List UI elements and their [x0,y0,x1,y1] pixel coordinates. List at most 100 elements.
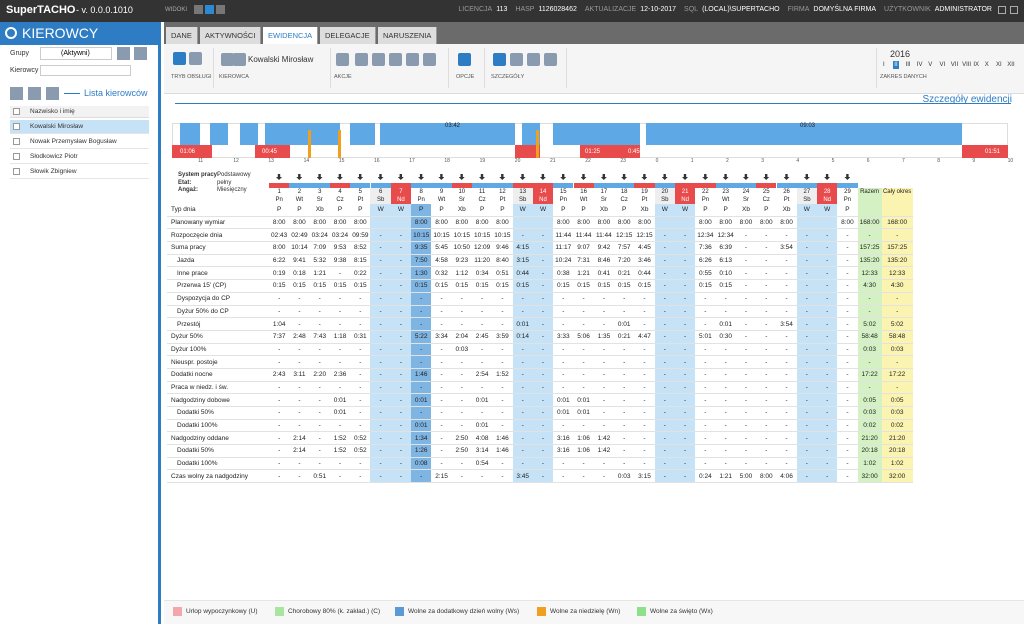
all-cell: 17:22 [881,368,913,382]
weekday: Nd [532,196,554,204]
cell: - [634,305,655,319]
tab[interactable]: EWIDENCJA [263,27,319,44]
cell: - [817,241,838,255]
toolbar-button[interactable] [173,52,186,65]
month[interactable]: XII [1007,62,1015,68]
view-button[interactable] [194,5,203,14]
view-button[interactable] [216,5,225,14]
cell: - [776,228,797,243]
cell: - [553,469,574,484]
cell: - [735,254,757,268]
month[interactable]: III [905,62,911,68]
checkbox[interactable] [13,168,20,175]
tab[interactable]: DANE [166,27,198,44]
checkbox[interactable] [13,123,20,130]
timeline-label: 00:45 [262,149,278,155]
toolbar-button[interactable] [372,53,385,66]
cell: - [350,406,371,420]
toolbar-button[interactable] [458,53,471,66]
checkbox[interactable] [13,138,20,145]
view-button[interactable] [205,5,214,14]
tab[interactable]: NARUSZENIA [378,27,438,44]
day-number: 8 [419,189,423,195]
window-button[interactable] [1010,6,1018,14]
month[interactable]: II [893,61,899,69]
list-button[interactable] [46,87,59,100]
toolbar-button[interactable] [406,53,419,66]
cell: 3:16 [553,444,574,458]
cell: - [674,469,696,484]
cell: - [817,266,838,281]
table-row: Rozpoczęcie dnia 02:43 02:49 03:24 03:24 09:5… [167,228,913,243]
cell: - [370,406,391,420]
cell: - [532,317,554,331]
sidebar-button[interactable] [134,47,147,60]
day-strip [350,183,371,188]
cell: 4:47 [634,330,655,344]
toolbar-button[interactable] [189,52,202,65]
details-table: 1 2 3 4 5 6 7 8 9 10 11 12 13 14 15 16 17 18 19 20 21 22 23 24 2… [167,188,913,484]
cell: - [837,355,858,369]
toolbar-button[interactable] [510,53,523,66]
day-number: 19 [641,189,648,195]
hour-label: 6 [866,158,870,164]
month[interactable]: XI [996,62,1002,68]
cell: - [837,393,858,407]
tab[interactable]: DELEGACJE [320,27,376,44]
tab[interactable]: AKTYWNOŚCI [200,27,262,44]
cell: - [776,254,797,268]
cell: - [329,419,351,433]
toolbar-button[interactable] [221,53,234,66]
driver-row[interactable] [10,120,149,134]
hour-label: 7 [902,158,905,164]
month[interactable]: V [928,62,933,68]
cell: - [654,393,675,407]
month[interactable]: VI [939,62,946,68]
cell: - [695,431,716,446]
cell: - [269,305,290,319]
month[interactable]: IX [973,62,980,68]
group-select[interactable]: (Aktywni) [40,47,112,60]
sidebar-button[interactable] [117,47,130,60]
toolbar-button[interactable] [389,53,402,66]
month[interactable]: X [984,62,989,68]
cell: - [735,279,757,293]
cell: 0:15 [634,279,655,293]
toolbar-button[interactable] [423,53,436,66]
group-label: Grupy [10,50,30,57]
cell: 10:15 [492,228,513,243]
cell: - [695,292,716,306]
month[interactable]: IV [916,62,923,68]
cell: - [309,317,330,331]
timeline-label: 03:42 [445,123,461,129]
toolbar-button[interactable] [527,53,540,66]
driver-search[interactable] [40,65,131,76]
checkbox[interactable] [13,108,20,115]
sidebar-header [0,22,161,45]
month[interactable]: VII [950,62,959,68]
cell: 1:46 [411,368,432,382]
driver-row[interactable] [10,150,149,164]
list-button[interactable] [28,87,41,100]
toolbar-button[interactable] [493,53,506,66]
list-button[interactable] [10,87,23,100]
day-strip [614,183,635,188]
cell: - [329,355,351,369]
toolbar-button[interactable] [355,53,368,66]
driver-row[interactable] [10,165,149,179]
back-icon[interactable] [5,27,17,39]
day-marker [844,174,851,180]
toolbar-button[interactable] [233,53,246,66]
driver-row[interactable] [10,135,149,149]
toolbar-button[interactable] [336,53,349,66]
cell: - [776,406,797,420]
checkbox[interactable] [13,153,20,160]
window-button[interactable] [998,6,1006,14]
month[interactable]: VIII [962,62,972,68]
toolbar-button[interactable] [544,53,557,66]
cell: - [756,279,777,293]
cell: - [350,368,371,382]
cell: - [532,431,554,446]
month[interactable]: I [883,62,885,68]
cell: - [512,343,533,357]
